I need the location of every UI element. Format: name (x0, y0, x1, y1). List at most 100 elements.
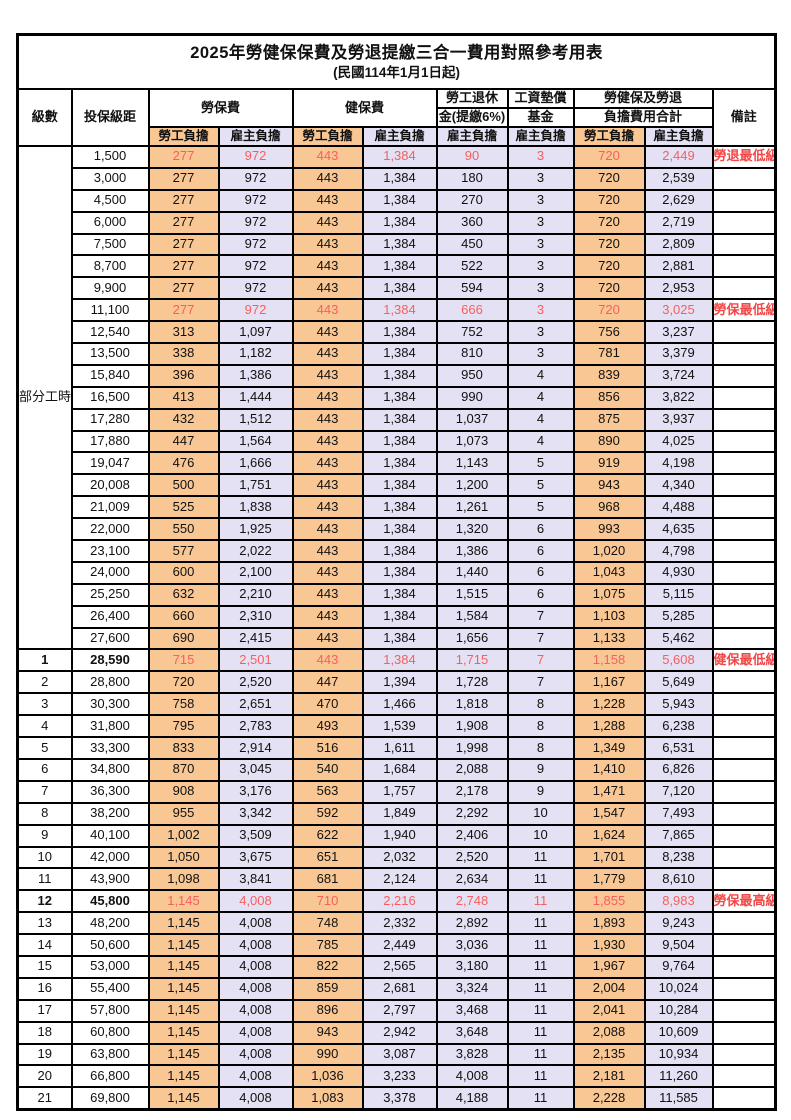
header-row-2: 金(提繳6%) 基金 負擔費用合計 (18, 107, 776, 128)
cell-bracket: 36,300 (70, 779, 150, 804)
premium-reference-sheet: 2025年勞健保保費及勞退提繳三合一費用對照參考用表 (民國114年1月1日起)… (16, 33, 778, 1111)
cell-bracket: 16,500 (70, 385, 150, 410)
cell-pension-employer: 3,180 (435, 954, 509, 979)
cell-bracket: 42,000 (70, 845, 150, 870)
cell-labor-employer: 2,022 (217, 539, 294, 563)
cell-remark (711, 320, 777, 345)
cell-bracket: 4,500 (70, 188, 150, 213)
header-labor-insurance: 勞保費 (147, 88, 294, 128)
cell-health-worker: 443 (291, 626, 364, 651)
cell-total-employer: 3,937 (643, 407, 714, 432)
cell-remark (711, 1042, 777, 1067)
cell-wage-fund-employer: 11 (506, 1064, 575, 1089)
cell-level: 8 (16, 801, 73, 826)
cell-wage-fund-employer: 7 (506, 604, 575, 629)
cell-remark (711, 845, 777, 870)
cell-labor-worker: 660 (147, 604, 220, 629)
cell-health-employer: 1,539 (361, 714, 438, 739)
cell-pension-employer: 810 (435, 342, 509, 366)
cell-total-worker: 1,075 (572, 582, 646, 607)
cell-total-worker: 1,779 (572, 867, 646, 892)
cell-labor-employer: 1,512 (217, 407, 294, 432)
cell-labor-employer: 4,008 (217, 911, 294, 936)
cell-bracket: 22,000 (70, 517, 150, 542)
page-title: 2025年勞健保保費及勞退提繳三合一費用對照參考用表 (190, 43, 603, 62)
cell-health-employer: 1,384 (361, 473, 438, 498)
cell-bracket: 19,047 (70, 451, 150, 476)
cell-labor-worker: 1,145 (147, 889, 220, 914)
cell-remark (711, 363, 777, 388)
cell-health-employer: 1,384 (361, 188, 438, 213)
table-row: 19,047 476 1,666 443 1,384 1,143 5 919 4,198 (18, 451, 777, 476)
cell-pension-employer: 2,634 (435, 867, 509, 892)
cell-labor-employer: 972 (217, 298, 294, 323)
cell-remark (711, 714, 777, 739)
cell-health-employer: 1,384 (361, 626, 438, 651)
cell-labor-worker: 1,145 (147, 1042, 220, 1067)
cell-total-employer: 2,881 (643, 254, 714, 279)
cell-labor-worker: 500 (147, 473, 220, 498)
table-row: 7,500 277 972 443 1,384 450 3 720 2,809 (18, 232, 777, 257)
cell-wage-fund-employer: 3 (506, 145, 575, 169)
table-row: 7 36,300 908 3,176 563 1,757 2,178 9 1,471 7,120 (16, 779, 777, 804)
cell-labor-employer: 4,008 (217, 933, 294, 957)
table-row: 21 69,800 1,145 4,008 1,083 3,378 4,188 11 2,228… (16, 1086, 777, 1111)
cell-level: 7 (16, 779, 73, 804)
cell-total-worker: 720 (572, 210, 646, 235)
cell-health-employer: 1,384 (361, 648, 438, 673)
table-row: 15 53,000 1,145 4,008 822 2,565 3,180 11 1,967 9,… (16, 954, 777, 979)
cell-total-worker: 1,624 (572, 823, 646, 848)
cell-bracket: 27,600 (70, 626, 150, 651)
cell-labor-employer: 972 (217, 232, 294, 257)
cell-labor-worker: 720 (147, 670, 220, 695)
cell-health-worker: 443 (291, 560, 364, 585)
cell-wage-fund-employer: 10 (506, 823, 575, 848)
cell-health-employer: 1,384 (361, 385, 438, 410)
cell-health-worker: 563 (291, 779, 364, 804)
cell-wage-fund-employer: 11 (506, 1020, 575, 1045)
cell-health-employer: 3,233 (361, 1064, 438, 1089)
cell-labor-employer: 1,564 (217, 429, 294, 454)
cell-pension-employer: 1,818 (435, 692, 509, 717)
cell-total-worker: 1,410 (572, 757, 646, 782)
cell-remark (711, 976, 777, 1001)
cell-labor-employer: 4,008 (217, 1042, 294, 1067)
cell-wage-fund-employer: 8 (506, 692, 575, 717)
cell-labor-worker: 908 (147, 779, 220, 804)
cell-labor-employer: 1,097 (217, 320, 294, 345)
cell-health-employer: 1,384 (361, 407, 438, 432)
cell-health-employer: 1,940 (361, 823, 438, 848)
cell-total-employer: 7,493 (643, 801, 714, 826)
cell-bracket: 69,800 (70, 1086, 150, 1111)
table-row: 18 60,800 1,145 4,008 943 2,942 3,648 11 2,088 10… (16, 1020, 777, 1045)
cell-total-employer: 6,531 (643, 736, 714, 760)
cell-total-worker: 1,288 (572, 714, 646, 739)
cell-health-employer: 1,384 (361, 232, 438, 257)
cell-labor-employer: 4,008 (217, 976, 294, 1001)
cell-bracket: 23,100 (70, 539, 150, 563)
cell-health-worker: 443 (291, 276, 364, 301)
cell-labor-worker: 432 (147, 407, 220, 432)
cell-remark (711, 451, 777, 476)
cell-remark (711, 670, 777, 695)
cell-pension-employer: 1,200 (435, 473, 509, 498)
cell-labor-worker: 476 (147, 451, 220, 476)
cell-remark (711, 473, 777, 498)
cell-wage-fund-employer: 11 (506, 1086, 575, 1111)
table-row: 9,900 277 972 443 1,384 594 3 720 2,953 (18, 276, 777, 301)
table-row: 16 55,400 1,145 4,008 859 2,681 3,324 11 2,004 10… (16, 976, 777, 1001)
cell-total-worker: 781 (572, 342, 646, 366)
cell-health-worker: 943 (291, 1020, 364, 1045)
cell-total-employer: 2,809 (643, 232, 714, 257)
cell-health-employer: 2,332 (361, 911, 438, 936)
cell-health-worker: 443 (291, 254, 364, 279)
cell-remark (711, 757, 777, 782)
cell-wage-fund-employer: 4 (506, 429, 575, 454)
cell-pension-employer: 950 (435, 363, 509, 388)
title-row: 2025年勞健保保費及勞退提繳三合一費用對照參考用表 (民國114年1月1日起) (16, 33, 777, 90)
cell-total-worker: 1,020 (572, 539, 646, 563)
cell-bracket: 17,280 (70, 407, 150, 432)
cell-labor-employer: 1,838 (217, 495, 294, 520)
cell-remark: 勞保最低級距 (711, 298, 777, 323)
